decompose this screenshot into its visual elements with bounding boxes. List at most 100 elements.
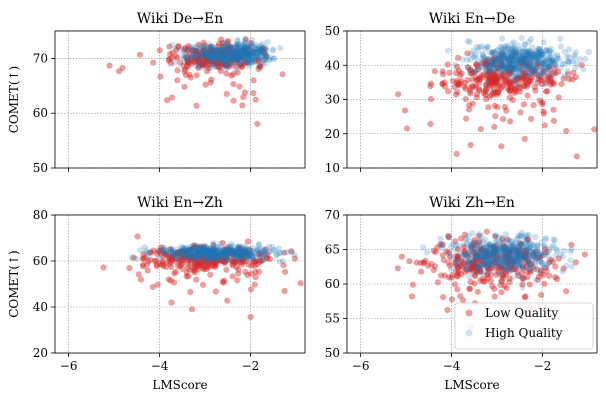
high-quality-point — [559, 268, 566, 275]
high-quality-point — [514, 254, 521, 261]
low-quality-point — [500, 274, 507, 281]
high-quality-point — [473, 248, 480, 255]
low-quality-point — [516, 88, 523, 95]
low-quality-point — [522, 78, 529, 85]
high-quality-point — [194, 254, 201, 261]
high-quality-point — [207, 51, 214, 59]
high-quality-point — [525, 51, 532, 58]
low-quality-point — [202, 52, 209, 60]
low-quality-point — [189, 47, 196, 54]
low-quality-point — [189, 254, 196, 261]
high-quality-point — [495, 238, 502, 245]
low-quality-point — [215, 54, 222, 61]
low-quality-point — [189, 245, 196, 252]
low-quality-point — [211, 54, 218, 61]
high-quality-point — [206, 252, 213, 259]
high-quality-point — [246, 54, 253, 62]
high-quality-point — [179, 245, 186, 252]
high-quality-point — [511, 49, 518, 56]
high-quality-point — [179, 51, 186, 59]
high-quality-point — [519, 55, 526, 62]
low-quality-point — [126, 265, 133, 272]
low-quality-point — [188, 254, 195, 262]
low-quality-point — [468, 243, 475, 250]
high-quality-point — [497, 58, 504, 65]
high-quality-point — [517, 67, 524, 74]
low-quality-point — [159, 247, 166, 254]
low-quality-point — [256, 63, 263, 70]
low-quality-point — [483, 260, 490, 267]
high-quality-point — [204, 248, 211, 255]
high-quality-point — [492, 233, 499, 240]
low-quality-point — [222, 258, 229, 266]
high-quality-point — [481, 244, 488, 251]
low-quality-point — [194, 56, 201, 64]
high-quality-point — [195, 245, 202, 252]
high-quality-point — [232, 256, 239, 263]
low-quality-point — [207, 254, 214, 261]
low-quality-point — [160, 262, 167, 269]
high-quality-point — [203, 250, 211, 257]
high-quality-point — [213, 52, 220, 59]
low-quality-point — [506, 80, 514, 88]
y-tick-label: 20 — [33, 346, 48, 360]
high-quality-point — [501, 67, 508, 74]
low-quality-point — [503, 252, 511, 259]
low-quality-point — [197, 255, 204, 262]
high-quality-point — [527, 48, 534, 55]
high-quality-point — [202, 53, 209, 60]
low-quality-point — [548, 78, 555, 85]
high-quality-point — [509, 54, 516, 61]
high-quality-point — [488, 244, 495, 251]
high-quality-point — [493, 245, 500, 252]
high-quality-point — [500, 65, 507, 72]
low-quality-point — [195, 58, 202, 65]
low-quality-point — [201, 250, 208, 257]
high-quality-point — [133, 255, 140, 262]
high-quality-point — [504, 264, 512, 272]
low-quality-point — [198, 61, 205, 68]
high-quality-point — [500, 62, 507, 69]
high-quality-point — [261, 252, 268, 259]
high-quality-point — [520, 244, 527, 251]
low-quality-point — [184, 58, 191, 65]
high-quality-point — [464, 63, 471, 71]
low-quality-point — [201, 243, 208, 250]
low-quality-point — [478, 60, 485, 67]
high-quality-point — [197, 51, 204, 58]
low-quality-point — [217, 48, 224, 55]
high-quality-point — [499, 52, 506, 59]
high-quality-point — [232, 253, 239, 260]
low-quality-point — [523, 73, 530, 80]
low-quality-point — [209, 255, 216, 262]
low-quality-point — [250, 77, 257, 84]
low-quality-point — [517, 85, 524, 92]
high-quality-point — [241, 255, 248, 262]
high-quality-point — [203, 243, 210, 250]
low-quality-point — [486, 82, 493, 89]
high-quality-point — [510, 241, 517, 248]
low-quality-point — [203, 255, 210, 262]
high-quality-point — [507, 50, 514, 57]
low-quality-point — [519, 281, 526, 288]
low-quality-point — [477, 277, 484, 284]
low-quality-point — [169, 253, 176, 260]
high-quality-point — [469, 248, 476, 255]
high-quality-point — [186, 251, 193, 258]
high-quality-point — [200, 250, 207, 257]
low-quality-point — [488, 71, 495, 78]
low-quality-point — [493, 254, 500, 261]
high-quality-point — [197, 249, 204, 256]
low-quality-point — [534, 79, 541, 86]
high-quality-point — [546, 47, 553, 54]
high-quality-point — [533, 53, 540, 60]
high-quality-point — [213, 54, 220, 62]
legend-label: High Quality — [485, 326, 563, 340]
high-quality-point — [528, 65, 535, 72]
high-quality-point — [215, 248, 222, 255]
high-quality-point — [220, 53, 227, 60]
high-quality-point — [211, 251, 218, 258]
high-quality-point — [517, 252, 524, 259]
high-quality-point — [535, 55, 542, 62]
high-quality-point — [510, 260, 517, 267]
